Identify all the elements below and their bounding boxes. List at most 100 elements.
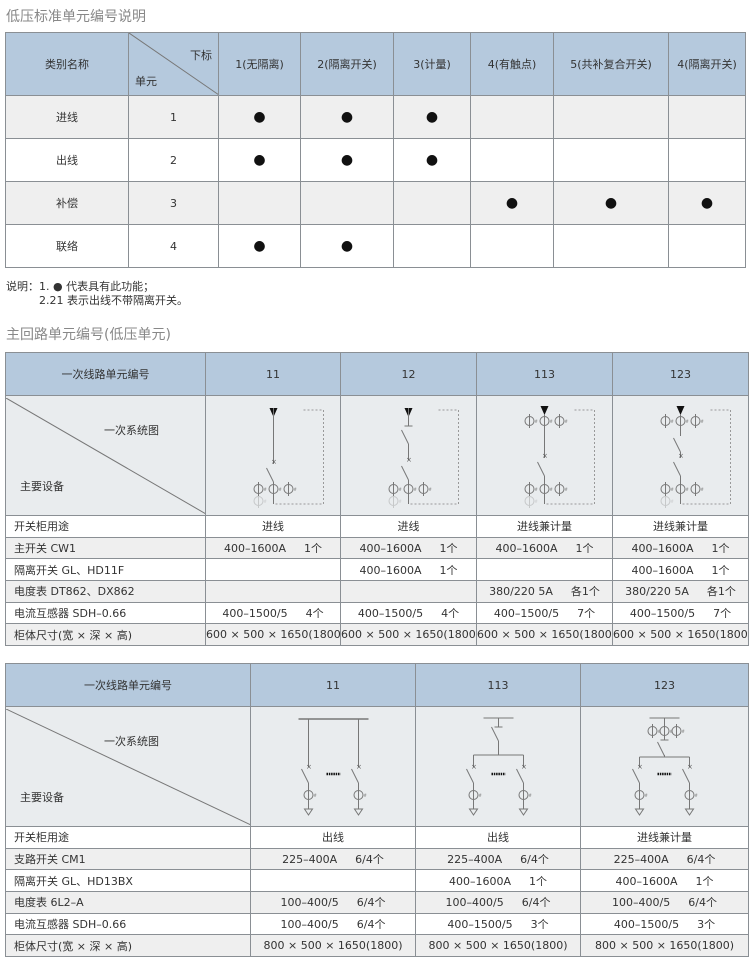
quantity: 1个 xyxy=(439,563,458,577)
spec-cell: 400–1500/5 7个 xyxy=(476,601,613,625)
spec-value: 400–1500/5 xyxy=(447,918,513,932)
header-row: 一次线路单元编号 11 12 113 123 xyxy=(5,352,749,396)
quantity: 3个 xyxy=(697,918,716,932)
mark-cell xyxy=(668,138,746,182)
svg-text:#: # xyxy=(550,419,554,424)
column-header: 2(隔离开关) xyxy=(300,32,394,96)
svg-text:#: # xyxy=(529,793,533,798)
spec-value: 出线 xyxy=(322,831,344,845)
spec-value: 400–1600A xyxy=(495,542,558,556)
equipment-name: 柜体尺寸(宽 × 深 × 高) xyxy=(5,934,251,958)
spec-cell: 进线兼计量 xyxy=(476,515,613,538)
equipment-name: 电度表 6L2–A xyxy=(5,891,251,914)
category-name: 补偿 xyxy=(5,181,129,225)
spec-value: 400–1600A xyxy=(631,563,694,577)
svg-text:#: # xyxy=(294,487,298,492)
svg-text:#: # xyxy=(535,419,539,424)
spec-value: 400–1500/5 xyxy=(357,607,424,621)
quantity: 1个 xyxy=(695,874,714,888)
quantity: 6/4个 xyxy=(520,853,549,867)
function-dot-icon: ● xyxy=(425,109,439,125)
quantity: 各1个 xyxy=(706,585,736,599)
spec-cell: 400–1600A 1个 xyxy=(580,869,749,893)
equipment-name: 主开关 CW1 xyxy=(5,536,206,560)
quantity: 1个 xyxy=(711,563,730,577)
spec-value: 600 × 500 × 1650(1800) xyxy=(206,628,341,642)
quantity: 6/4个 xyxy=(688,896,717,910)
mark-cell xyxy=(218,181,301,225)
mark-cell: ● xyxy=(218,138,301,182)
table-row: 电度表 DT862、DX862 380/220 5A 各1个 380/220 5A 各1… xyxy=(5,580,749,603)
spec-cell: 800 × 500 × 1650(1800) xyxy=(580,934,749,958)
mark-cell xyxy=(553,138,669,182)
main-circuit-table-1: 一次线路单元编号 11 12 113 123 一次系统图 主要设备 × # # # # × # # # # # # #… xyxy=(5,352,749,647)
spec-value: 400–1500/5 xyxy=(493,607,560,621)
svg-text:#: # xyxy=(695,793,699,798)
svg-text:×: × xyxy=(356,763,362,771)
spec-value: 400–1500/5 xyxy=(613,918,680,932)
svg-text:#: # xyxy=(414,487,418,492)
svg-text:#: # xyxy=(279,487,283,492)
svg-text:×: × xyxy=(306,763,312,771)
svg-text:#: # xyxy=(701,419,705,424)
spec-cell: 400–1500/5 3个 xyxy=(580,912,749,936)
svg-text:#: # xyxy=(550,487,554,492)
function-dot-icon: ● xyxy=(604,195,618,211)
equipment-name: 开关柜用途 xyxy=(5,826,251,849)
spec-cell: 380/220 5A 各1个 xyxy=(612,580,749,603)
svg-text:×: × xyxy=(521,763,527,771)
mark-cell: ● xyxy=(218,95,301,139)
quantity: 6/4个 xyxy=(356,918,386,932)
mark-cell xyxy=(393,181,471,225)
quantity: 1个 xyxy=(575,542,594,556)
quantity: 6/4个 xyxy=(356,896,386,910)
unit-label: 单元 xyxy=(135,75,157,88)
svg-text:#: # xyxy=(565,487,569,492)
note-1: 1. ● 代表具有此功能； xyxy=(39,280,155,293)
svg-text:#: # xyxy=(682,729,686,734)
spec-cell: 出线 xyxy=(250,826,416,849)
diagram-corner-cell: 一次系统图 主要设备 xyxy=(5,706,251,827)
svg-text:×: × xyxy=(271,458,277,466)
spec-cell: 400–1600A 1个 xyxy=(340,536,477,560)
single-line-diagram-cell: × × # # xyxy=(415,706,581,827)
mark-cell xyxy=(300,181,394,225)
table-row: 隔离开关 GL、HD13BX 400–1600A 1个 400–1600A 1个 xyxy=(5,869,749,893)
single-line-diagram-11: × # # # # xyxy=(253,408,324,508)
function-dot-icon: ● xyxy=(425,152,439,168)
subscript-label: 下标 xyxy=(190,49,212,62)
category-header: 类别名称 xyxy=(5,32,129,96)
column-header: 4(有触点) xyxy=(470,32,554,96)
quantity: 4个 xyxy=(305,607,324,621)
category-name: 进线 xyxy=(5,95,129,139)
mark-cell xyxy=(470,95,554,139)
category-name: 联络 xyxy=(5,224,129,268)
spec-value: 600 × 500 × 1650(1800) xyxy=(613,628,749,642)
mark-cell: ● xyxy=(300,224,394,268)
function-dot-icon: ● xyxy=(340,109,354,125)
spec-cell: 400–1600A 1个 xyxy=(476,536,613,560)
spec-cell: 225–400A 6/4个 xyxy=(580,847,749,871)
spec-value: 400–1500/5 xyxy=(222,607,288,621)
spec-value: 225–400A xyxy=(447,853,503,867)
spec-value: 进线兼计量 xyxy=(653,520,708,534)
quantity: 7个 xyxy=(577,607,596,621)
spec-cell: 225–400A 6/4个 xyxy=(250,847,416,871)
spec-cell: 进线兼计量 xyxy=(580,826,749,849)
function-dot-icon: ● xyxy=(505,195,519,211)
svg-text:#: # xyxy=(670,729,674,734)
unit-code: 12 xyxy=(340,352,477,396)
category-name: 出线 xyxy=(5,138,129,182)
spec-cell: 100–400/5 6/4个 xyxy=(580,891,749,914)
svg-text:#: # xyxy=(671,419,675,424)
mark-cell: ● xyxy=(393,138,471,182)
mark-cell xyxy=(470,138,554,182)
mark-cell: ● xyxy=(393,95,471,139)
svg-text:×: × xyxy=(406,456,412,464)
function-dot-icon: ● xyxy=(253,152,266,168)
spec-cell xyxy=(250,869,416,893)
spec-value: 400–1600A xyxy=(223,542,286,556)
spec-cell: 600 × 500 × 1650(1800) xyxy=(340,623,477,647)
svg-text:#: # xyxy=(701,487,705,492)
unit-number: 3 xyxy=(128,181,219,225)
